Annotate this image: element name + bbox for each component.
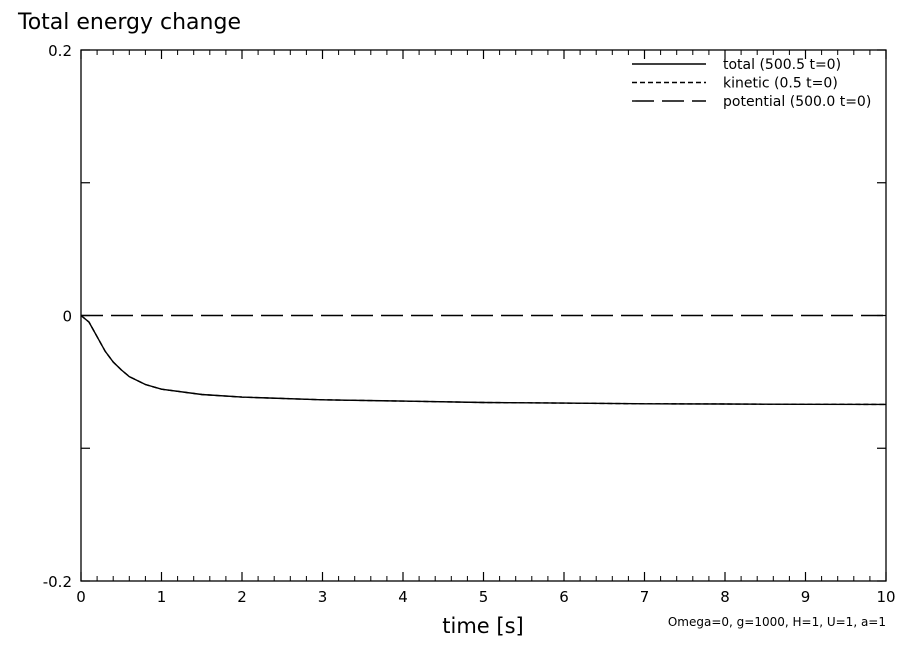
y-tick-label: 0.2 bbox=[48, 42, 72, 60]
x-tick-label: 8 bbox=[720, 588, 730, 606]
x-tick-label: 6 bbox=[559, 588, 569, 606]
x-tick-label: 5 bbox=[479, 588, 489, 606]
series-lines bbox=[80, 314, 887, 406]
x-tick-label: 2 bbox=[237, 588, 247, 606]
x-tick-label: 4 bbox=[398, 588, 408, 606]
x-tick-label: 1 bbox=[157, 588, 167, 606]
chart-title: Total energy change bbox=[17, 10, 241, 35]
legend-label-2: kinetic (0.5 t=0) bbox=[723, 76, 838, 92]
x-tick-label: 9 bbox=[801, 588, 811, 606]
parameter-annotation: Omega=0, g=1000, H=1, U=1, a=1 bbox=[668, 615, 886, 629]
x-tick-label: 3 bbox=[318, 588, 328, 606]
axis-ticks bbox=[80, 49, 887, 582]
x-tick-label: 10 bbox=[876, 588, 895, 606]
series-line-2 bbox=[80, 314, 887, 406]
x-tick-labels: 0 1 2 3 4 5 6 7 8 9 10 bbox=[76, 588, 895, 606]
y-tick-labels: -0.2 0 0.2 bbox=[43, 42, 72, 591]
legend-label-3: potential (500.0 t=0) bbox=[723, 94, 871, 110]
x-tick-label: 0 bbox=[76, 588, 86, 606]
y-tick-label: -0.2 bbox=[43, 573, 72, 591]
x-axis-title: time [s] bbox=[442, 614, 523, 638]
x-tick-label: 7 bbox=[640, 588, 650, 606]
legend-label-1: total (500.5 t=0) bbox=[723, 57, 841, 73]
series-line-1 bbox=[80, 314, 887, 406]
legend: total (500.5 t=0) kinetic (0.5 t=0) potent… bbox=[632, 57, 871, 110]
y-tick-label: 0 bbox=[62, 308, 72, 326]
